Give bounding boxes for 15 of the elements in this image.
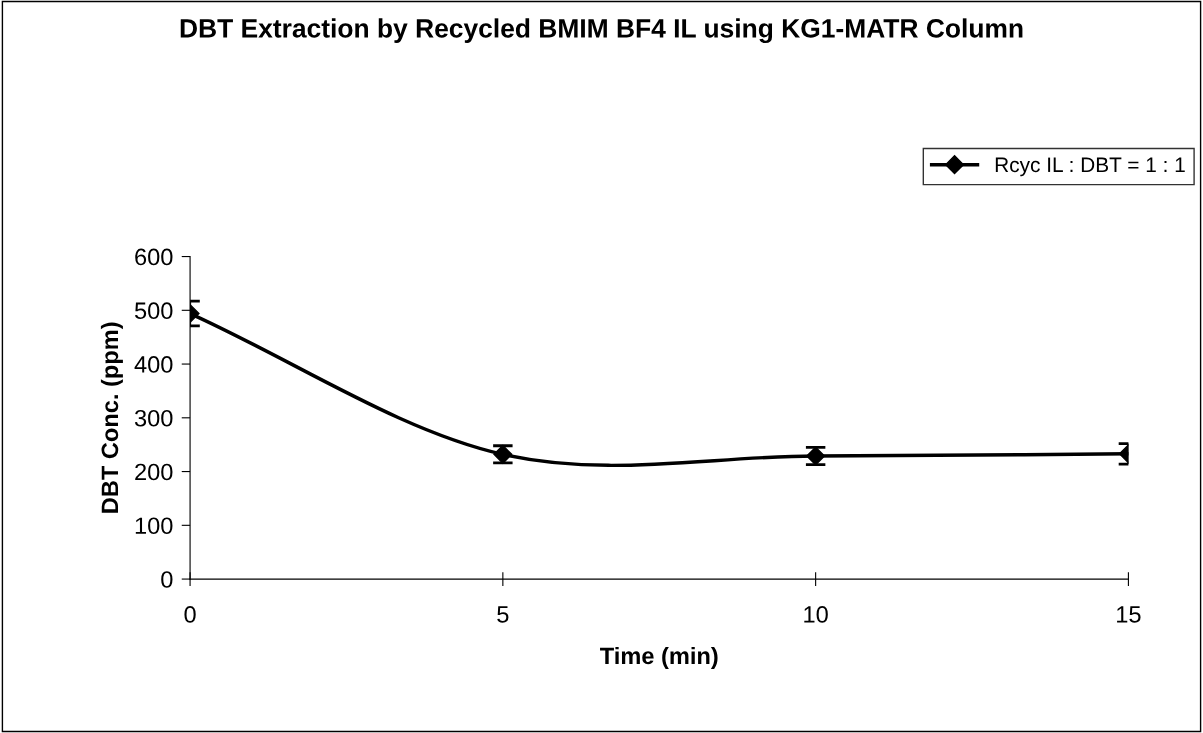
y-axis-title: DBT Conc. (ppm) [100,322,123,513]
y-tick-label: 200 [135,463,173,481]
x-axis-title: Time (min) [600,646,718,669]
y-tick-label: 300 [134,409,173,427]
y-tick-label: 400 [134,356,173,373]
y-tick-label: 500 [134,302,173,320]
x-tick-label: 0 [184,606,196,623]
legend-label: Rcyc IL : DBT = 1 : 1 [995,157,1185,177]
y-tick-label: 0 [161,571,173,588]
x-tick-label: 10 [804,606,828,623]
x-tick-label: 5 [497,606,509,623]
x-tick-label: 15 [1117,606,1141,623]
chart-title: DBT Extraction by Recycled BMIM BF4 IL using KG1-MATR Column [180,18,1023,44]
y-tick-label: 600 [135,248,173,266]
y-tick-label: 100 [135,517,173,535]
